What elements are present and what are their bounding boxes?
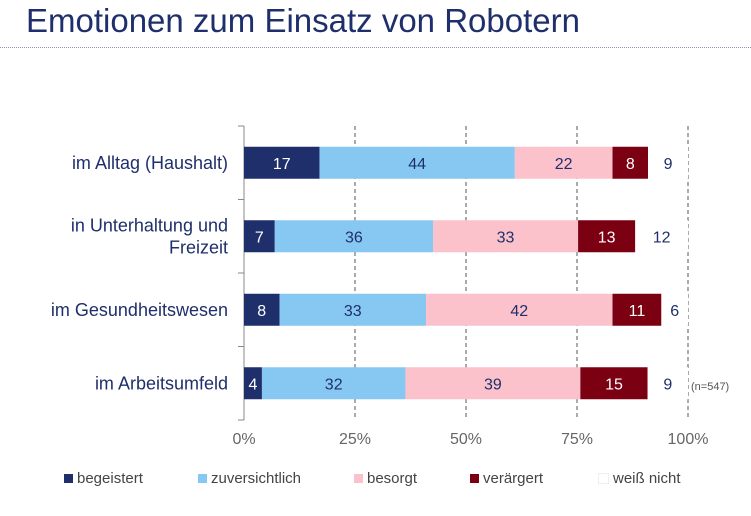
- legend-label: verärgert: [483, 470, 544, 487]
- bar-segment: [426, 293, 613, 326]
- bar-segment: [635, 220, 688, 253]
- data-label: 42: [510, 303, 528, 320]
- legend-swatch: [198, 474, 207, 483]
- data-label: 13: [598, 229, 616, 246]
- data-label: 39: [484, 376, 502, 393]
- stacked-bar-chart: 0% 25% 50% 75% 100%im Alltag (Haushalt) 17 44 2…: [51, 125, 709, 448]
- data-label: 17: [273, 156, 291, 173]
- bar-segment: [514, 146, 613, 179]
- category-label: im Gesundheitswesen: [51, 300, 228, 320]
- bar-segment: [244, 146, 320, 179]
- legend-label: besorgt: [367, 470, 418, 487]
- legend-swatch: [470, 474, 479, 483]
- bar-segment: [244, 293, 280, 326]
- x-tick-label: 75%: [561, 431, 593, 448]
- data-label: 15: [605, 376, 623, 393]
- bar-segment: [580, 367, 648, 400]
- data-label: 33: [497, 229, 515, 246]
- data-label: 9: [664, 156, 673, 173]
- bar-segment: [433, 220, 579, 253]
- legend-item: weiß nicht: [598, 470, 681, 487]
- data-label: 11: [629, 303, 646, 320]
- bar-segment: [244, 367, 262, 400]
- x-tick-label: 0%: [232, 431, 255, 448]
- bar-segment: [661, 293, 688, 326]
- bar-segment: [279, 293, 427, 326]
- data-label: 22: [555, 156, 573, 173]
- data-label: 4: [249, 376, 258, 393]
- data-label: 8: [626, 156, 635, 173]
- legend-swatch: [354, 474, 363, 483]
- bar-segment: [274, 220, 434, 253]
- data-label: 12: [653, 229, 671, 246]
- data-label: 44: [408, 156, 426, 173]
- data-label: 9: [663, 376, 672, 393]
- legend-label: begeistert: [77, 470, 143, 487]
- data-label: 6: [670, 303, 679, 320]
- bar-segment: [578, 220, 636, 253]
- title-divider: [0, 47, 751, 48]
- legend-item: begeistert: [64, 470, 143, 487]
- legend-label: weiß nicht: [613, 470, 681, 487]
- chart-legend: begeistert zuversichtlich besorgt verärgert…: [0, 470, 751, 490]
- category-label: Freizeit: [169, 237, 228, 257]
- legend-item: verärgert: [470, 470, 543, 487]
- legend-swatch: [598, 473, 609, 484]
- data-label: 32: [325, 376, 343, 393]
- category-label: im Alltag (Haushalt): [72, 153, 228, 173]
- data-label: 33: [344, 303, 362, 320]
- bar-segment: [244, 220, 275, 253]
- category-label: in Unterhaltung und: [71, 215, 228, 235]
- x-tick-label: 50%: [450, 431, 482, 448]
- bar-segment: [319, 146, 515, 179]
- bar-segment: [647, 367, 688, 400]
- legend-item: besorgt: [354, 470, 417, 487]
- bar-segment: [405, 367, 581, 400]
- data-label: 8: [257, 303, 266, 320]
- data-label: 7: [255, 229, 264, 246]
- category-label: im Arbeitsumfeld: [95, 373, 228, 393]
- bar-segment: [612, 146, 649, 179]
- bar-segment: [261, 367, 406, 400]
- bar-segment: [612, 293, 662, 326]
- legend-label: zuversichtlich: [211, 470, 302, 487]
- sample-size-note: (n=547): [691, 381, 730, 393]
- chart-title: Emotionen zum Einsatz von Robotern: [26, 2, 580, 39]
- data-label: 36: [345, 229, 363, 246]
- legend-swatch: [64, 474, 73, 483]
- bar-segment: [648, 146, 688, 179]
- x-tick-label: 25%: [339, 431, 371, 448]
- legend-item: zuversichtlich: [198, 470, 301, 487]
- x-tick-label: 100%: [668, 431, 709, 448]
